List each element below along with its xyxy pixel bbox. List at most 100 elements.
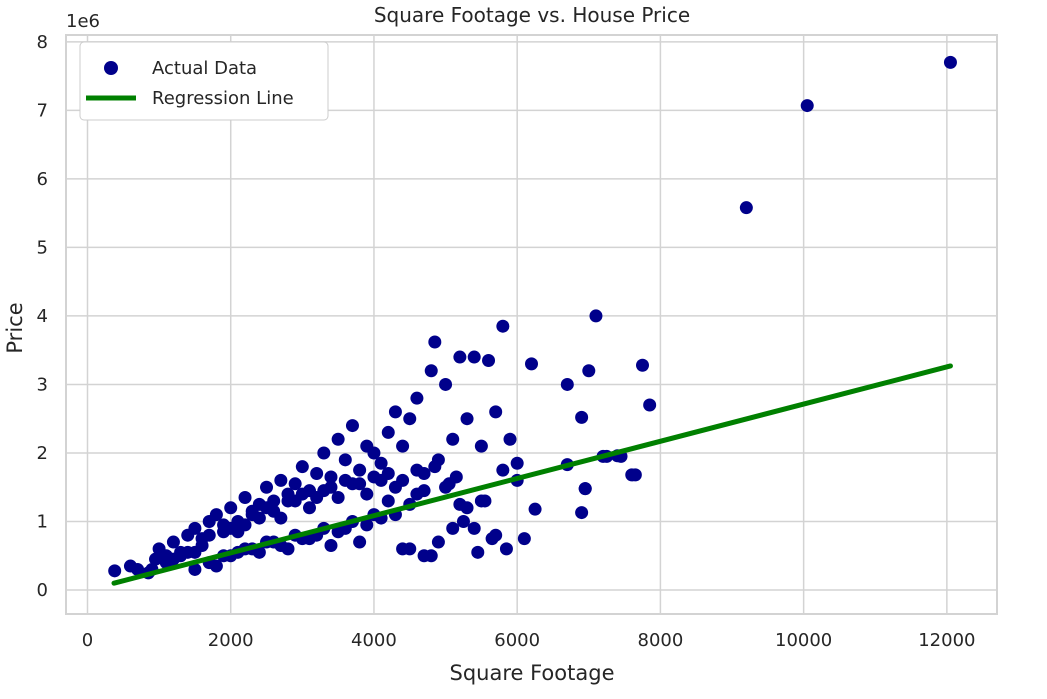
data-point	[467, 350, 481, 364]
y-tick-label: 0	[37, 580, 48, 601]
data-point	[353, 535, 367, 549]
data-point	[575, 410, 589, 424]
x-axis-label: Square Footage	[450, 661, 615, 685]
data-point	[331, 432, 345, 446]
data-point	[428, 335, 442, 349]
x-tick-label: 2000	[208, 630, 254, 651]
chart-title: Square Footage vs. House Price	[374, 3, 690, 27]
data-point	[274, 473, 288, 487]
regression-line-layer	[111, 363, 953, 586]
data-point	[188, 562, 202, 576]
y-tick-label: 1	[37, 511, 48, 532]
data-point	[338, 453, 352, 467]
legend: Actual Data Regression Line	[79, 41, 329, 121]
data-point	[131, 562, 145, 576]
y-tick-labels: 0 1 2 3 4 5 6 7 8	[37, 32, 48, 601]
data-point	[510, 456, 524, 470]
data-point	[260, 480, 274, 494]
data-point	[374, 456, 388, 470]
data-point	[943, 55, 957, 69]
y-axis-label: Price	[3, 302, 27, 353]
y-tick-label: 7	[37, 100, 48, 121]
data-point	[166, 535, 180, 549]
data-point	[149, 552, 163, 566]
data-point	[449, 470, 463, 484]
legend-scatter-marker	[104, 61, 118, 75]
data-point	[428, 460, 442, 474]
data-point	[310, 467, 324, 481]
data-point	[582, 364, 596, 378]
data-point	[224, 521, 238, 535]
data-point	[381, 467, 395, 481]
data-point	[381, 494, 395, 508]
data-point	[281, 494, 295, 508]
data-point	[410, 463, 424, 477]
data-point	[353, 477, 367, 491]
plot-background	[66, 35, 997, 614]
data-point	[474, 439, 488, 453]
x-tick-label: 6000	[494, 630, 540, 651]
x-tick-label: 10000	[775, 630, 832, 651]
data-point	[467, 521, 481, 535]
data-point	[636, 358, 650, 372]
x-tick-label: 12000	[918, 630, 975, 651]
regression-line	[111, 363, 953, 586]
data-point	[478, 494, 492, 508]
x-tick-label: 0	[82, 630, 93, 651]
data-point	[388, 405, 402, 419]
data-point	[310, 491, 324, 505]
data-point	[485, 532, 499, 546]
data-point	[589, 309, 603, 323]
plot-frame	[65, 34, 998, 615]
data-point	[431, 535, 445, 549]
data-point	[353, 463, 367, 477]
data-point	[560, 377, 574, 391]
data-point	[739, 201, 753, 215]
legend-line-label: Regression Line	[152, 88, 294, 109]
legend-scatter-label: Actual Data	[152, 58, 257, 79]
data-point	[482, 353, 496, 367]
data-point	[367, 470, 381, 484]
data-point	[417, 484, 431, 498]
data-point	[252, 511, 266, 525]
data-point	[295, 460, 309, 474]
legend-box	[79, 41, 329, 121]
data-point	[489, 405, 503, 419]
y-tick-label: 5	[37, 237, 48, 258]
data-point	[628, 468, 642, 482]
data-point	[188, 545, 202, 559]
data-point	[396, 542, 410, 556]
data-point	[528, 502, 542, 516]
data-point	[460, 412, 474, 426]
grid	[66, 35, 997, 614]
data-point	[800, 99, 814, 113]
data-point	[446, 432, 460, 446]
data-point	[360, 518, 374, 532]
data-point	[525, 357, 538, 371]
y-tick-label: 2	[37, 443, 48, 464]
data-point	[302, 501, 316, 515]
data-point	[188, 521, 202, 535]
data-point	[381, 425, 395, 439]
data-point	[295, 487, 309, 501]
data-point	[499, 542, 513, 556]
data-point	[324, 538, 338, 552]
data-point	[238, 491, 252, 505]
y-tick-label: 6	[37, 169, 48, 190]
data-point	[496, 463, 510, 477]
y-tick-label: 8	[37, 32, 48, 53]
data-point	[367, 446, 381, 460]
data-point	[174, 549, 188, 563]
data-point	[578, 482, 592, 496]
x-tick-label: 8000	[638, 630, 684, 651]
y-tick-label: 4	[37, 306, 48, 327]
data-point	[209, 559, 223, 573]
data-point	[209, 508, 223, 522]
data-point	[396, 473, 410, 487]
data-point	[331, 491, 345, 505]
data-point	[471, 545, 485, 559]
data-point	[453, 350, 467, 364]
data-point	[424, 364, 438, 378]
data-point	[317, 446, 331, 460]
